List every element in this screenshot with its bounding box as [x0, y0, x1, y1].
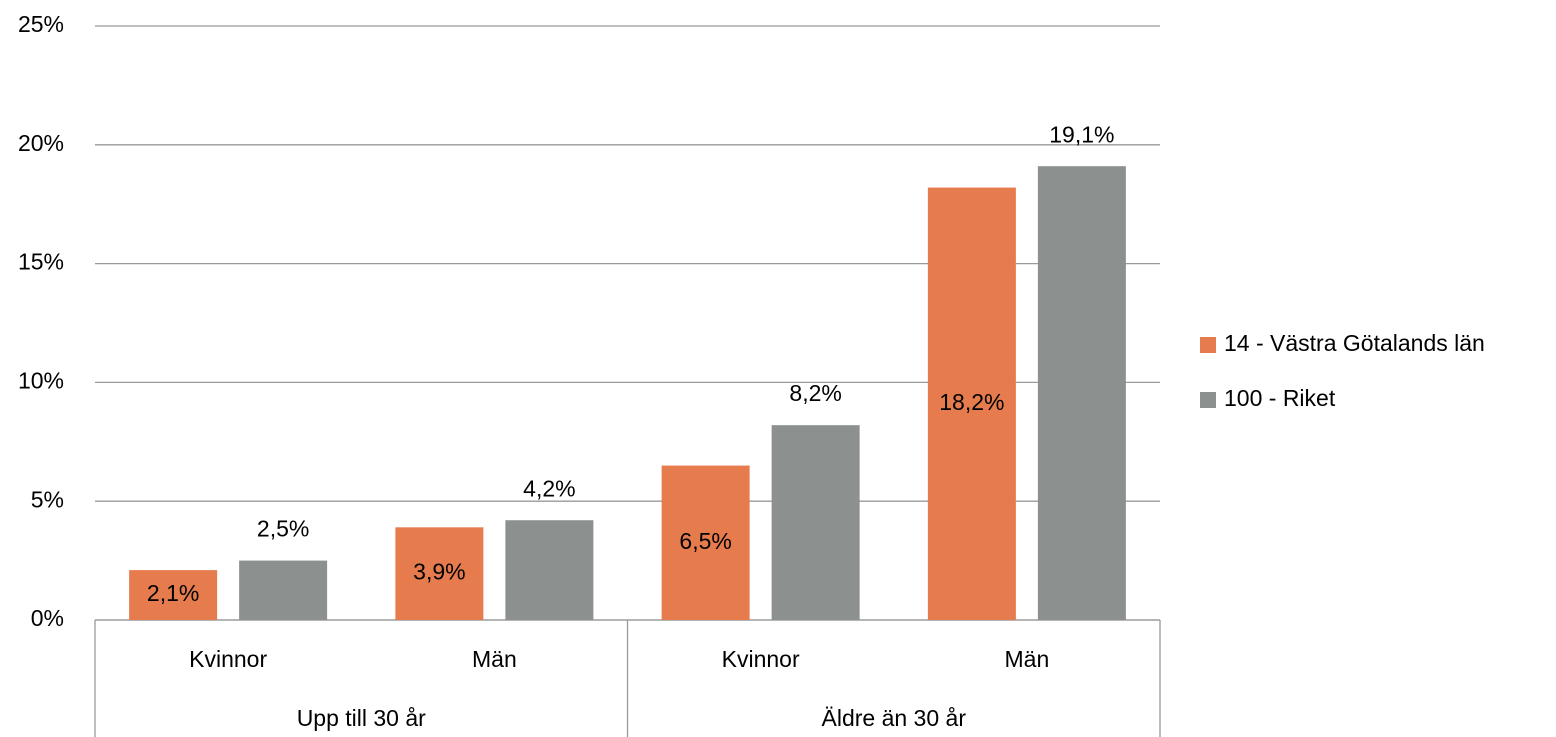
- y-tick-label: 5%: [31, 486, 64, 512]
- data-label: 19,1%: [1049, 121, 1114, 147]
- data-label: 18,2%: [939, 389, 1004, 415]
- x-tick-label: Kvinnor: [189, 646, 267, 672]
- bar: [395, 527, 484, 620]
- bar: [129, 570, 218, 620]
- bar: [239, 560, 328, 620]
- group-label: Upp till 30 år: [297, 705, 426, 731]
- bar: [661, 465, 750, 620]
- bar: [1037, 166, 1126, 620]
- y-tick-label: 15%: [18, 249, 64, 275]
- x-tick-label: Män: [1005, 646, 1050, 672]
- data-label: 4,2%: [523, 475, 575, 501]
- bar: [771, 425, 860, 620]
- data-label: 2,1%: [147, 580, 199, 606]
- data-label: 3,9%: [413, 559, 465, 585]
- y-tick-label: 0%: [31, 605, 64, 631]
- data-label: 8,2%: [789, 380, 841, 406]
- y-tick-label: 25%: [18, 11, 64, 37]
- data-label: 2,5%: [257, 516, 309, 542]
- legend-label: 14 - Västra Götalands län: [1224, 330, 1485, 356]
- y-tick-label: 20%: [18, 130, 64, 156]
- y-tick-label: 10%: [18, 367, 64, 393]
- data-label: 6,5%: [679, 528, 731, 554]
- legend-swatch: [1200, 337, 1216, 353]
- group-label: Äldre än 30 år: [822, 705, 967, 731]
- bar: [505, 520, 594, 620]
- bar: [927, 187, 1016, 620]
- x-tick-label: Män: [472, 646, 517, 672]
- x-tick-label: Kvinnor: [722, 646, 800, 672]
- legend-swatch: [1200, 392, 1216, 408]
- legend-label: 100 - Riket: [1224, 385, 1336, 411]
